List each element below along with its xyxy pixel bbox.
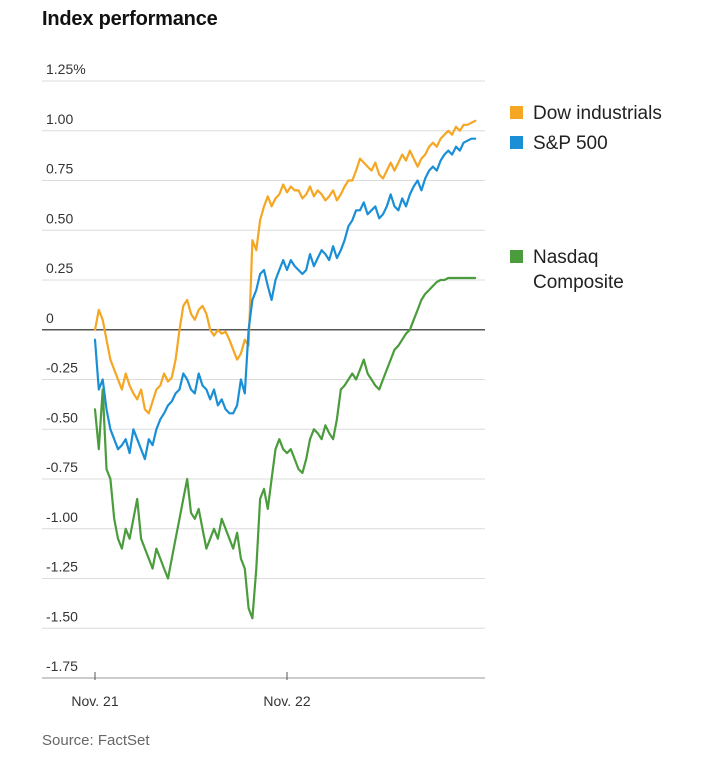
series-line-nasdaq-composite [93, 276, 477, 620]
x-tick-label: Nov. 21 [71, 693, 118, 709]
y-tick-label: 1.25% [46, 61, 86, 77]
y-tick-label: 0.25 [46, 260, 73, 276]
y-tick-label: -1.75 [46, 658, 78, 674]
y-tick-label: 0 [46, 310, 54, 326]
x-axis: Nov. 21 Nov. 22 [42, 672, 485, 709]
legend: Dow industrials S&P 500 Nasdaq Composite [510, 103, 662, 293]
y-tick-label: 1.00 [46, 111, 73, 127]
y-tick-label: -1.50 [46, 608, 78, 624]
x-tick-label: Nov. 22 [263, 693, 310, 709]
gridlines [42, 80, 485, 679]
series-lines [93, 119, 477, 620]
y-tick-label: -1.25 [46, 559, 78, 575]
source-note: Source: FactSet [42, 732, 150, 749]
legend-swatch [510, 106, 523, 119]
legend-label: Dow industrials [533, 103, 662, 124]
legend-label: Nasdaq [533, 247, 599, 268]
series-line-dow-industrials [93, 119, 477, 415]
legend-label: Composite [533, 272, 624, 293]
chart-title: Index performance [42, 8, 218, 30]
y-axis-ticks: 1.25% 1.00 0.75 0.50 0.25 0 -0.25 -0.50 -0.75 -1.… [46, 61, 86, 674]
legend-label: S&P 500 [533, 133, 608, 154]
legend-swatch [510, 136, 523, 149]
y-tick-label: 0.75 [46, 161, 73, 177]
y-tick-label: -1.00 [46, 509, 78, 525]
y-tick-label: -0.50 [46, 409, 78, 425]
series-line-s-p-500 [93, 137, 477, 461]
legend-swatch [510, 250, 523, 263]
y-tick-label: -0.25 [46, 360, 78, 376]
y-tick-label: 0.50 [46, 210, 73, 226]
y-tick-label: -0.75 [46, 459, 78, 475]
